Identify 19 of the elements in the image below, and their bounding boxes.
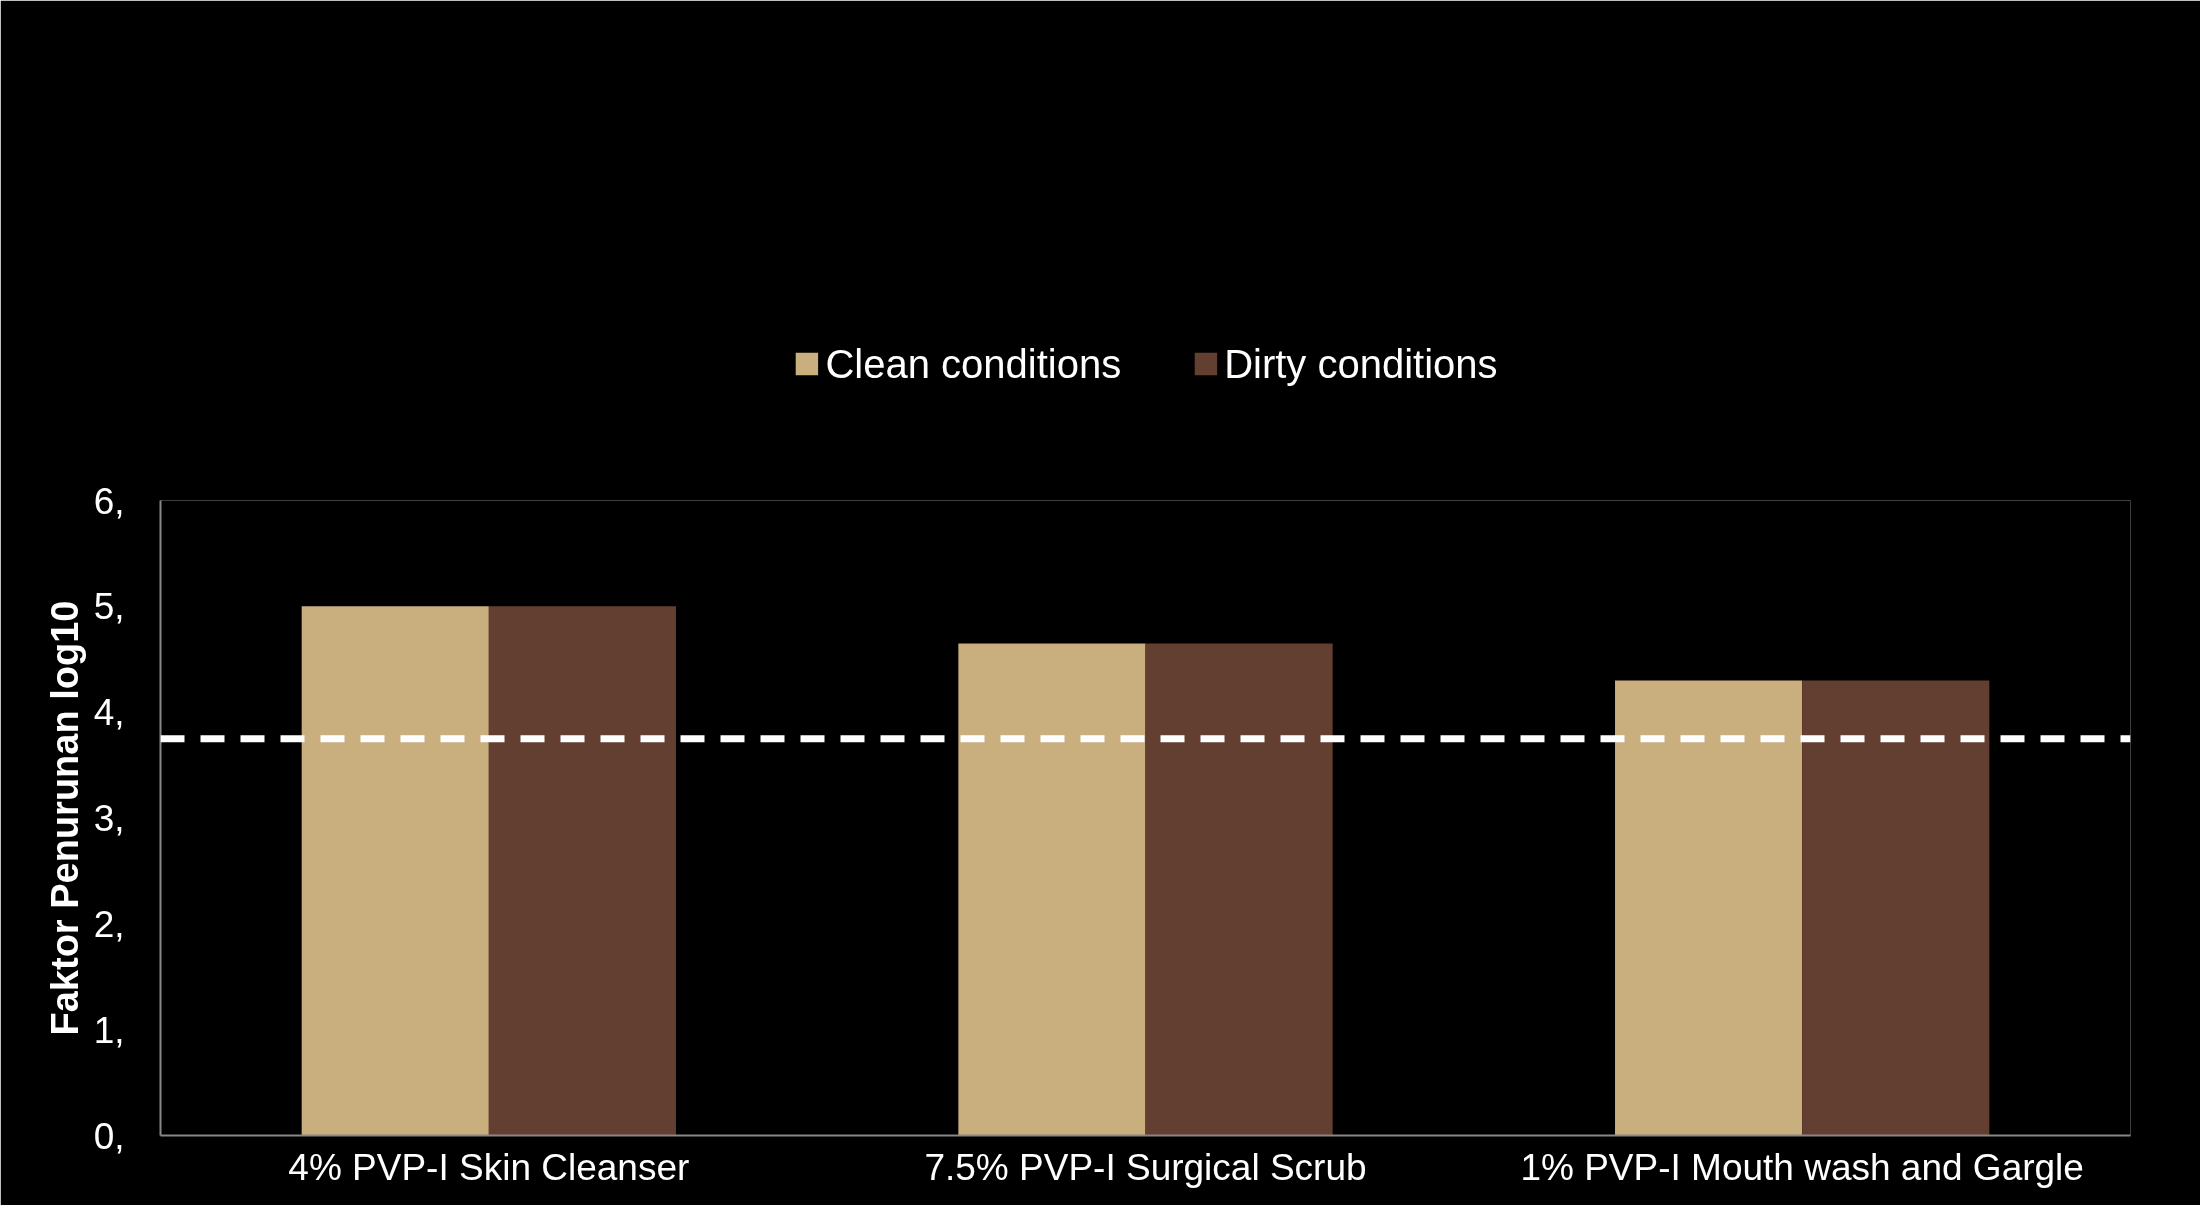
y-tick-label: 6,: [93, 480, 125, 522]
legend-label: Dirty conditions: [1224, 341, 1498, 387]
bar: [1145, 643, 1333, 1136]
bar: [1615, 680, 1803, 1136]
y-axis-title: Faktor Penurunan log10: [43, 600, 86, 1036]
x-tick-label: 1% PVP-I Mouth wash and Gargle: [1520, 1146, 2084, 1188]
bar: [958, 643, 1146, 1136]
bar: [488, 606, 676, 1136]
y-tick-label: 2,: [93, 903, 125, 945]
y-tick-label: 3,: [93, 798, 125, 839]
y-tick-label: 0,: [93, 1115, 125, 1157]
legend-label: Clean conditions: [825, 341, 1122, 387]
y-tick-label: 1,: [93, 1009, 125, 1051]
y-tick-label: 4,: [93, 692, 125, 734]
x-tick-label: 4% PVP-I Skin Cleanser: [288, 1146, 690, 1188]
x-tick-label: 7.5% PVP-I Surgical Scrub: [924, 1146, 1367, 1188]
bar: [301, 606, 489, 1136]
y-tick-label: 5,: [93, 586, 125, 628]
bar: [1802, 680, 1990, 1136]
